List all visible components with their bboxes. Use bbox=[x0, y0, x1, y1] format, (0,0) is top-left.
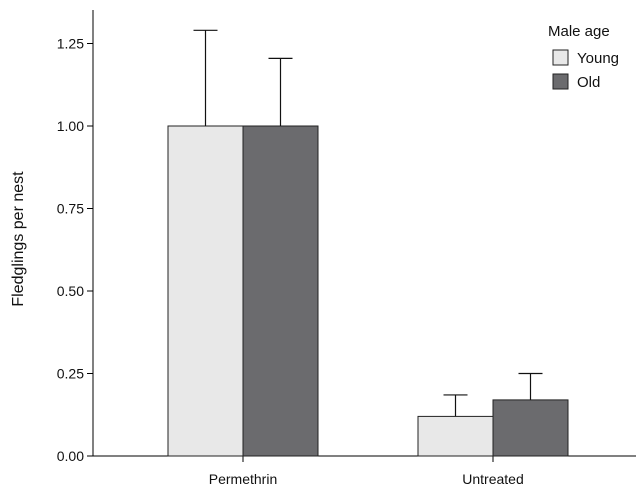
plot-area: 0.00 0.25 0.50 0.75 1.00 1.25 Permethrin Untrea… bbox=[57, 10, 636, 487]
legend-title: Male age bbox=[548, 23, 610, 40]
y-tick-label: 1.25 bbox=[57, 36, 84, 52]
legend: Male age Young Old bbox=[548, 23, 619, 91]
y-tick-label: 0.00 bbox=[57, 448, 84, 464]
x-tick-label: Permethrin bbox=[209, 471, 277, 487]
x-tick-label: Untreated bbox=[462, 471, 523, 487]
legend-swatch-young bbox=[552, 49, 569, 66]
bar-untreated-young bbox=[417, 415, 494, 457]
bar-permethrin-old bbox=[242, 125, 319, 457]
legend-label-old: Old bbox=[577, 74, 600, 91]
y-tick-label: 0.25 bbox=[57, 366, 84, 382]
y-axis-title: Fledglings per nest bbox=[10, 171, 27, 307]
legend-swatch-old bbox=[552, 73, 569, 90]
bar-untreated-old bbox=[492, 399, 569, 457]
bar-permethrin-young bbox=[167, 125, 244, 457]
y-tick-label: 1.00 bbox=[57, 118, 84, 134]
y-tick-label: 0.75 bbox=[57, 201, 84, 217]
y-tick-label: 0.50 bbox=[57, 283, 84, 299]
legend-label-young: Young bbox=[577, 50, 619, 67]
